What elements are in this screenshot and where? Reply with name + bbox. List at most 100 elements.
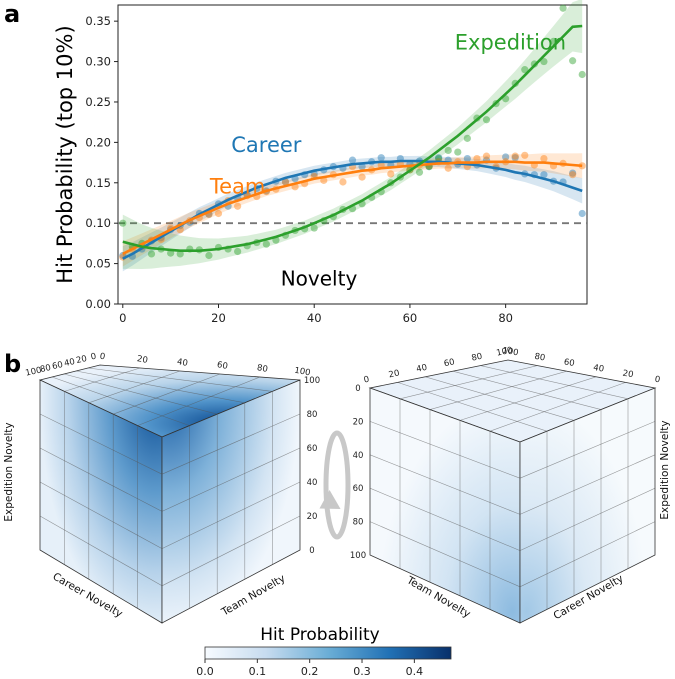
expedition-point (310, 224, 318, 232)
panel-label-a: a (4, 0, 20, 28)
hit-probability-line-chart: 0 20 40 60 80 0.00 0.05 0.10 0.15 0.20 0.25 0.30 0.3… (53, 0, 588, 325)
expedition-point (435, 154, 443, 163)
right-cube-top-right-tick: 40 (592, 363, 604, 375)
right-cube-grid-line (519, 521, 656, 588)
rotation-arrow-head (319, 489, 341, 510)
right-cube-grid-line (452, 370, 602, 410)
right-cube-grid-line (399, 365, 538, 400)
right-cube-grid-line (369, 454, 521, 515)
x-tick-label: 80 (498, 311, 513, 325)
expedition-point (569, 57, 577, 65)
left-cube-grid-line (39, 447, 163, 512)
x-tick-label: 0 (119, 311, 126, 325)
left-cube-grid-line (39, 515, 163, 587)
right-cube-top-left-tick: 60 (443, 357, 456, 369)
y-tick-label: 0.10 (85, 216, 111, 230)
left-cube-right-face (161, 379, 301, 624)
left-cube-top-left-tick: 40 (63, 357, 76, 369)
expedition-point (119, 219, 127, 227)
right-cube-top-right-tick: 80 (534, 352, 546, 364)
team-label: Team (209, 174, 266, 198)
left-cube-expedition-label: Expedition Novelty (3, 422, 15, 521)
team-point (521, 151, 529, 159)
expedition-point (559, 4, 567, 12)
team-point (234, 202, 242, 210)
career-label: Career (231, 133, 302, 157)
career-point (502, 153, 510, 161)
left-cube-top-right-tick: 0 (99, 352, 106, 363)
expedition-point (454, 148, 462, 156)
team-point (482, 152, 491, 160)
right-cube-grid-line (459, 376, 597, 421)
right-cube-right-face (519, 387, 656, 624)
team-point (387, 170, 395, 178)
left-cube-grid-line (161, 447, 301, 512)
right-cube-top-left-tick: 20 (388, 368, 401, 380)
y-tick-label: 0.15 (85, 176, 111, 190)
left-cube-top-left-tick: 80 (39, 363, 52, 375)
colorbar-tick-label: 0.3 (353, 665, 371, 678)
x-tick-label: 40 (307, 311, 322, 325)
right-cube-grid-line (397, 382, 548, 432)
career-point (377, 154, 385, 162)
team-point (473, 154, 481, 163)
expedition-point (521, 66, 529, 74)
right-cube-top-right-tick: 100 (501, 346, 519, 359)
team-point (569, 171, 577, 179)
right-cube-grid-line (519, 454, 656, 515)
left-cube-right-tick: 0 (309, 546, 314, 556)
expedition-point (205, 251, 213, 260)
left-cube-grid-line (63, 373, 218, 415)
expedition-point (234, 247, 242, 256)
career-point (463, 154, 471, 163)
left-cube-grid-line (113, 373, 221, 415)
career-point (435, 154, 443, 162)
rotation-arrow (323, 430, 351, 540)
x-tick-label: 20 (211, 311, 226, 325)
career-point (348, 156, 357, 164)
left-cube-grid-line (39, 481, 163, 549)
left-cube-right-tick: 100 (304, 376, 320, 386)
left-cube-top-right-tick: 60 (216, 360, 228, 372)
right-cube-left-tick: 20 (353, 417, 364, 427)
right-cube-left-tick: 60 (353, 484, 364, 494)
left-cube-top-left-tick: 100 (25, 365, 43, 378)
left-cube-right-tick: 40 (307, 478, 318, 488)
right-cube-grid-line (519, 421, 656, 479)
right-cube-left-tick: 100 (350, 551, 366, 561)
left-cube-top-left-tick: 20 (75, 354, 88, 366)
expedition-point (482, 116, 491, 124)
colorbar-tick-label: 0.4 (406, 665, 424, 678)
right-cube-left-tick: 40 (353, 451, 364, 461)
y-axis-label: Hit Probability (top 10%) (53, 25, 77, 283)
right-cube-grid-line (429, 370, 567, 410)
left-cube-top-left-tick: 60 (51, 360, 64, 372)
left-cube-grid-line (64, 367, 141, 392)
left-cube-grid-line (87, 367, 273, 392)
career-fit-line (122, 159, 583, 260)
plot-frame (117, 4, 588, 305)
career-point (281, 178, 290, 186)
left-cube-top-right-tick: 40 (176, 357, 188, 369)
team-point (578, 162, 586, 170)
right-cube-grid-line (489, 382, 626, 432)
expedition-label: Expedition (455, 30, 566, 54)
right-cube-grid-line (425, 376, 575, 421)
left-cube-grid-line (39, 413, 163, 475)
team-point (339, 178, 347, 186)
left-cube-top-left-tick: 0 (90, 352, 97, 363)
expedition-point (262, 240, 270, 248)
expedition-point (147, 250, 156, 258)
colorbar: Hit Probability 0.0 0.1 0.2 0.3 0.4 (196, 625, 452, 678)
left-cube-top-right-tick: 100 (293, 366, 311, 379)
team-point (444, 164, 452, 172)
right-cube-expedition-label: Expedition Novelty (659, 420, 671, 519)
right-cube-top-right-tick: 60 (563, 357, 575, 369)
y-tick-label: 0.25 (85, 95, 111, 109)
left-cube-grid-line (161, 481, 301, 549)
left-cube-grid-line (51, 376, 190, 426)
expedition-point (176, 250, 184, 258)
team-point (511, 152, 519, 160)
left-cube-grid-line (137, 376, 261, 426)
